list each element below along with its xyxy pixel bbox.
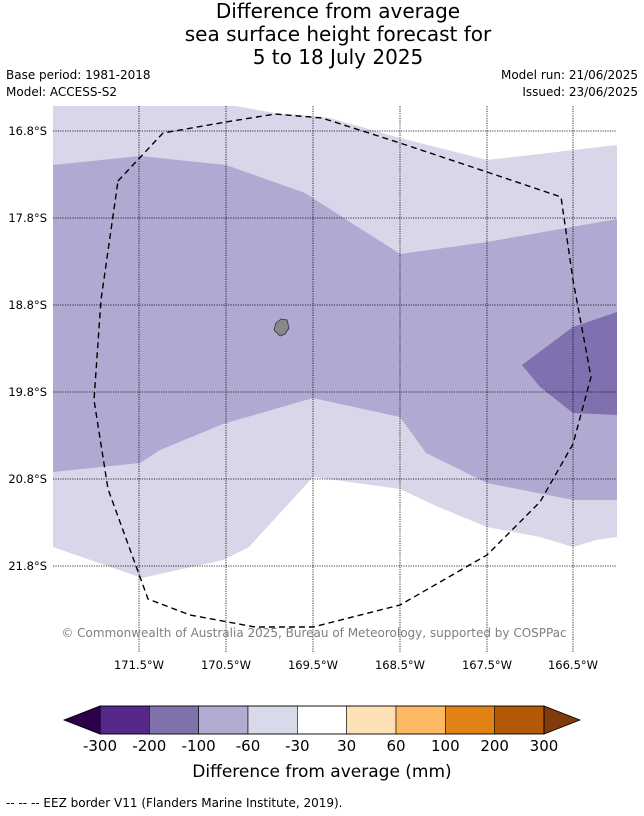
colorbar-tick-label: -200 [132, 737, 166, 755]
lat-label-19-8: 19.8°S [8, 385, 47, 399]
colorbar-tick-label: -30 [285, 737, 310, 755]
lon-label-170-5: 170.5°W [201, 658, 251, 672]
colorbar-extend-high [543, 705, 582, 735]
colorbar-tick-label: 30 [337, 737, 356, 755]
colorbar-outline [99, 705, 545, 735]
issued-date: Issued: 23/06/2025 [522, 85, 638, 99]
colorbar-extend-low [62, 705, 101, 735]
longitude-labels: 171.5°W 170.5°W 169.5°W 168.5°W 167.5°W … [114, 658, 598, 672]
colorbar-label: Difference from average (mm) [192, 762, 452, 782]
model-name: Model: ACCESS-S2 [6, 85, 118, 99]
colorbar-box [297, 705, 347, 735]
colorbar-box [99, 705, 150, 735]
copyright-text: © Commonwealth of Australia 2025, Bureau… [61, 626, 566, 640]
meta-right: Model run: 21/06/2025 Issued: 23/06/2025 [501, 67, 638, 101]
colorbar-tick-label: -100 [182, 737, 216, 755]
meta-left: Base period: 1981-2018 Model: ACCESS-S2 [6, 67, 151, 101]
colorbar-tick-labels: -300 -200 -100 -60 -30 30 60 100 200 300 [83, 737, 558, 755]
colorbar-box [445, 705, 495, 735]
lat-label-17-8: 17.8°S [8, 211, 47, 225]
colorbar-tick-label: -300 [83, 737, 117, 755]
colorbar-box [346, 705, 397, 735]
title-line-1: Difference from average [215, 0, 461, 23]
colorbar: -300 -200 -100 -60 -30 30 60 100 200 300 [62, 705, 582, 755]
band-dark-purple [522, 312, 617, 415]
colorbar-box [149, 705, 199, 735]
base-period: Base period: 1981-2018 [6, 68, 151, 82]
title-line-2: sea surface height forecast for [184, 22, 492, 46]
eez-legend-footer: -- -- -- EEZ border V11 (Flanders Marine… [6, 796, 343, 810]
colorbar-tick-label: 200 [480, 737, 509, 755]
colorbar-box [395, 705, 446, 735]
island [273, 318, 290, 337]
title-line-3: 5 to 18 July 2025 [252, 45, 424, 69]
colorbar-boxes [99, 705, 545, 735]
lon-label-168-5: 168.5°W [375, 658, 425, 672]
lat-label-18-8: 18.8°S [8, 298, 47, 312]
lat-label-16-8: 16.8°S [8, 124, 47, 138]
lon-label-166-5: 166.5°W [548, 658, 598, 672]
lon-label-171-5: 171.5°W [114, 658, 164, 672]
model-run: Model run: 21/06/2025 [500, 68, 638, 82]
lon-label-169-5: 169.5°W [288, 658, 338, 672]
colorbar-tick-label: 300 [530, 737, 559, 755]
map-area [53, 106, 617, 652]
map-title: Difference from average sea surface heig… [0, 0, 644, 69]
colorbar-tick-label: -60 [236, 737, 261, 755]
colorbar-box [198, 705, 249, 735]
colorbar-box [494, 705, 545, 735]
colorbar-box [247, 705, 298, 735]
colorbar-tick-label: 100 [431, 737, 460, 755]
graticule [53, 106, 617, 652]
eez-border [93, 113, 592, 628]
lat-label-21-8: 21.8°S [8, 559, 47, 573]
lon-label-167-5: 167.5°W [462, 658, 512, 672]
band-medium-purple [53, 156, 617, 500]
lat-label-20-8: 20.8°S [8, 472, 47, 486]
colorbar-tick-label: 60 [386, 737, 405, 755]
latitude-labels: 16.8°S 17.8°S 18.8°S 19.8°S 20.8°S 21.8°… [8, 124, 47, 573]
